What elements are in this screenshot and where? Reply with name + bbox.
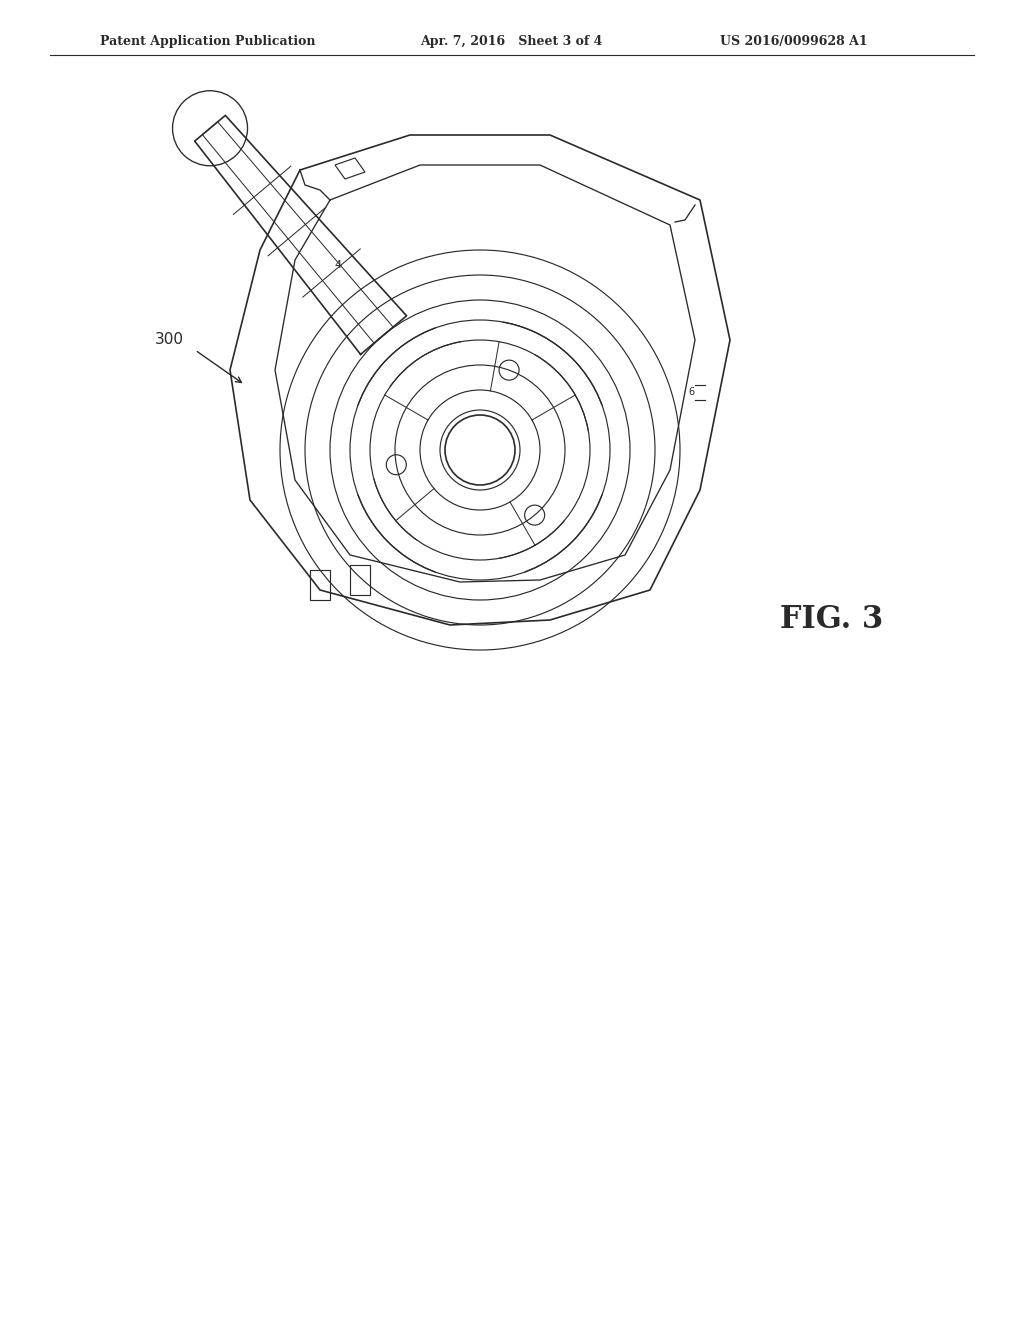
Text: 6: 6 bbox=[688, 387, 694, 397]
Text: US 2016/0099628 A1: US 2016/0099628 A1 bbox=[720, 36, 867, 48]
Text: Patent Application Publication: Patent Application Publication bbox=[100, 36, 315, 48]
Text: 4: 4 bbox=[334, 260, 341, 271]
Text: Apr. 7, 2016   Sheet 3 of 4: Apr. 7, 2016 Sheet 3 of 4 bbox=[420, 36, 602, 48]
Text: FIG. 3: FIG. 3 bbox=[780, 605, 884, 635]
Text: 300: 300 bbox=[155, 333, 184, 347]
